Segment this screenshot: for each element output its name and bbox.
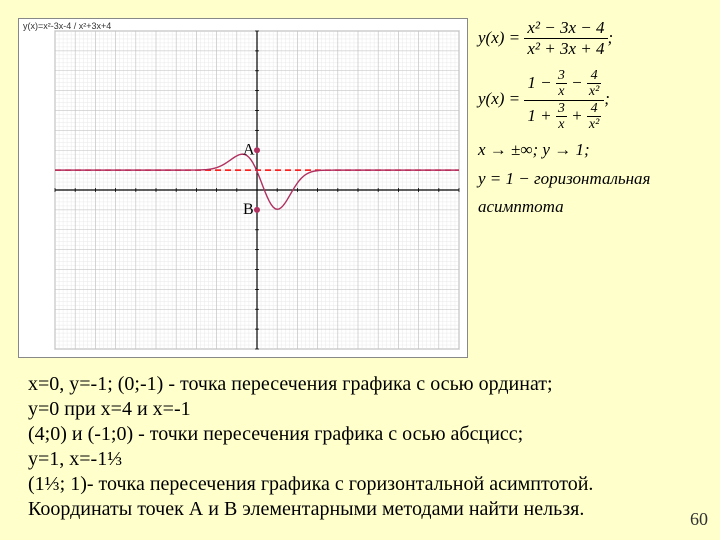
formula-4: y = 1 − горизонтальная xyxy=(478,169,710,189)
slide-number: 60 xyxy=(690,509,708,530)
f1-tail: ; xyxy=(608,28,614,47)
formula-2: y(x) = 1 − 3x − 4x² 1 + 3x + 4x² ; xyxy=(478,68,710,133)
formula-3: x → ±∞; y → 1; xyxy=(478,140,710,160)
body-line-4: y=1, x=-1⅓ xyxy=(28,447,688,472)
body-line-1: x=0, y=-1; (0;-1) - точка пересечения гр… xyxy=(28,372,688,397)
body-line-5: (1⅓; 1)- точка пересечения графика с гор… xyxy=(28,472,688,497)
formula-4c: асимптота xyxy=(478,197,710,217)
f1-num: x² − 3x − 4 xyxy=(524,18,607,39)
f1-lhs: y(x) = xyxy=(478,28,520,47)
f2-tail: ; xyxy=(604,89,610,108)
chart-svg: AB xyxy=(19,19,469,359)
f4a: y = 1 − xyxy=(478,169,534,188)
svg-text:B: B xyxy=(243,201,254,218)
body-text-block: x=0, y=-1; (0;-1) - точка пересечения гр… xyxy=(28,372,688,522)
f2-lhs: y(x) = xyxy=(478,89,520,108)
body-line-6: Координаты точек А и В элементарными мет… xyxy=(28,497,688,522)
chart-panel: y(x)=x²-3x-4 / x²+3x+4 AB xyxy=(18,18,468,358)
body-line-3: (4;0) и (-1;0) - точки пересечения графи… xyxy=(28,422,688,447)
svg-text:A: A xyxy=(243,141,255,158)
formula-block: y(x) = x² − 3x − 4 x² + 3x + 4 ; y(x) = … xyxy=(478,18,710,226)
f1-den: x² + 3x + 4 xyxy=(524,39,607,59)
f4b: горизонтальная xyxy=(534,169,650,188)
body-line-2: y=0 при x=4 и x=-1 xyxy=(28,397,688,422)
formula-1: y(x) = x² − 3x − 4 x² + 3x + 4 ; xyxy=(478,18,710,60)
chart-corner-label: y(x)=x²-3x-4 / x²+3x+4 xyxy=(23,22,111,31)
